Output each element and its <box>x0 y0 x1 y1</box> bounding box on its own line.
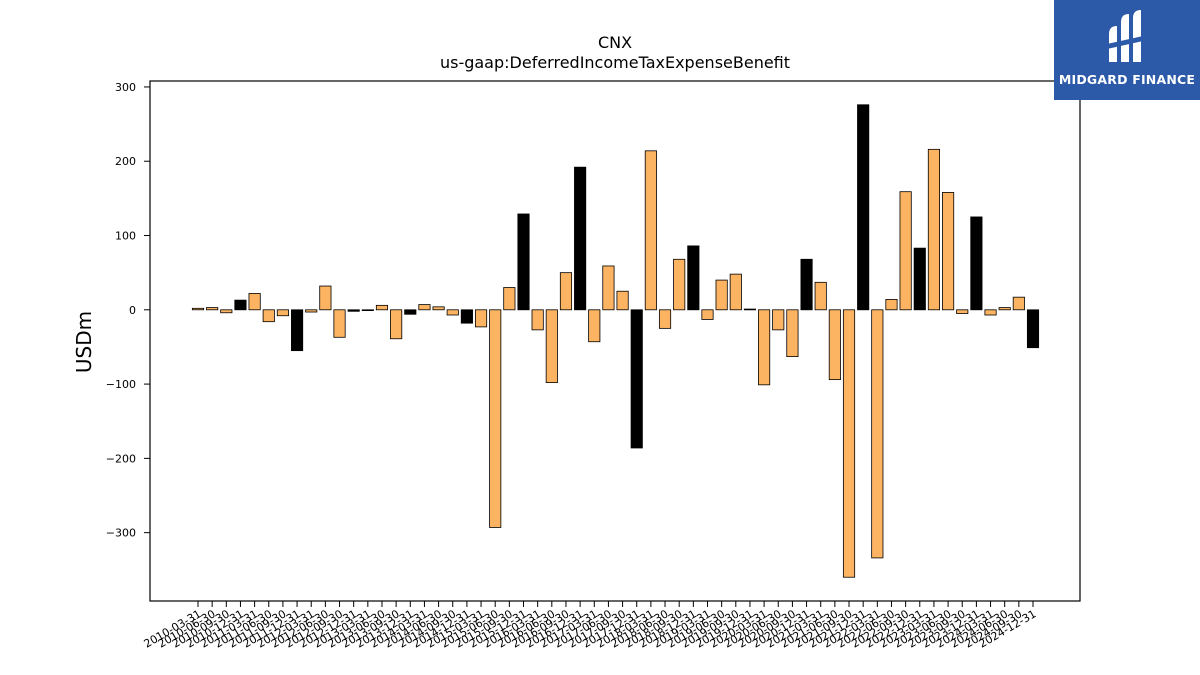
bar-2015-03-31 <box>474 309 488 328</box>
bar-2012-09-30 <box>333 309 346 338</box>
bar-2014-06-30 <box>432 306 445 311</box>
bar-2018-03-31 <box>644 150 657 311</box>
x-axis: 2010-03-312010-06-302010-09-302010-12-31… <box>142 601 1039 651</box>
bar-2022-03-31 <box>871 309 884 559</box>
bar-2020-03-31 <box>758 309 771 386</box>
bar-2018-12-31 <box>687 245 700 311</box>
bar-2017-09-30 <box>616 290 629 311</box>
bar-2012-06-30 <box>319 285 332 311</box>
bar-2013-12-31 <box>404 309 417 315</box>
bar-2014-03-31 <box>418 304 431 311</box>
plot-frame <box>149 80 1081 602</box>
y-tick-label: 200 <box>115 155 136 168</box>
bar-2016-09-30 <box>559 272 573 311</box>
bar-2021-09-30 <box>842 309 856 578</box>
bar-2020-12-31 <box>800 258 813 311</box>
y-tick-label: −300 <box>106 527 136 540</box>
midgard-logo-icon <box>1107 10 1143 62</box>
bar-2020-06-30 <box>772 309 785 331</box>
bar-2015-12-31 <box>517 213 530 311</box>
bar-2016-06-30 <box>545 309 558 383</box>
bar-2024-09-30 <box>1012 296 1025 311</box>
bar-2018-06-30 <box>658 309 672 329</box>
bar-2021-03-31 <box>814 281 827 311</box>
y-tick-label: 300 <box>115 81 136 94</box>
bar-2023-12-31 <box>970 216 983 311</box>
bar-2011-12-31 <box>291 309 304 352</box>
brand-logo: MIDGARD FINANCE <box>1054 0 1200 100</box>
bar-2014-09-30 <box>446 309 459 316</box>
bar-2016-03-31 <box>531 309 544 331</box>
bar-2023-06-30 <box>942 192 955 311</box>
bar-2019-03-31 <box>701 309 714 320</box>
bar-2015-09-30 <box>503 287 516 311</box>
bar-2013-06-30 <box>375 304 389 311</box>
bar-2011-09-30 <box>276 309 289 317</box>
y-axis: −300 −200 −100 0 100 200 300 <box>106 81 150 540</box>
y-tick-label: 100 <box>115 230 136 243</box>
bar-2015-06-30 <box>489 309 502 528</box>
bar-2018-09-30 <box>673 258 686 311</box>
bar-2010-06-30 <box>206 307 219 311</box>
bar-2020-09-30 <box>786 309 799 357</box>
bar-2024-06-30 <box>998 307 1011 311</box>
y-tick-label: 0 <box>129 304 136 317</box>
bar-2016-12-31 <box>574 166 587 311</box>
bar-2010-09-30 <box>220 309 233 314</box>
y-axis-label: USDm <box>72 311 96 373</box>
bar-2019-12-31 <box>743 308 757 311</box>
brand-name: MIDGARD FINANCE <box>1058 72 1196 87</box>
bar-2017-06-30 <box>602 265 615 311</box>
bar-2011-03-31 <box>248 293 261 311</box>
bar-2021-12-31 <box>857 104 870 311</box>
bar-2023-09-30 <box>956 309 969 314</box>
bar-2013-03-31 <box>361 309 374 311</box>
bar-2019-06-30 <box>715 279 728 311</box>
y-tick-label: −200 <box>106 452 136 465</box>
bar-2022-12-31 <box>913 247 926 311</box>
bar-2011-06-30 <box>262 309 275 323</box>
bar-2010-03-31 <box>191 307 205 311</box>
bar-2013-09-30 <box>390 309 403 340</box>
bar-2022-06-30 <box>885 298 898 311</box>
bars-group <box>191 104 1040 578</box>
bar-2022-09-30 <box>899 191 912 311</box>
chart-title: CNX <box>598 33 632 52</box>
bar-2014-12-31 <box>460 309 473 324</box>
bar-2017-12-31 <box>630 309 643 449</box>
bar-2021-06-30 <box>828 309 841 381</box>
bar-2012-03-31 <box>305 309 318 313</box>
bar-2012-12-31 <box>347 309 360 312</box>
chart-subtitle: us-gaap:DeferredIncomeTaxExpenseBenefit <box>440 53 790 72</box>
bar-2023-03-31 <box>927 148 940 311</box>
y-tick-label: −100 <box>106 378 136 391</box>
bar-2017-03-31 <box>588 309 601 343</box>
bar-2010-12-31 <box>234 299 247 311</box>
bar-2024-03-31 <box>984 309 997 316</box>
bar-2024-12-31 <box>1026 309 1040 349</box>
bar-2019-09-30 <box>729 273 742 311</box>
